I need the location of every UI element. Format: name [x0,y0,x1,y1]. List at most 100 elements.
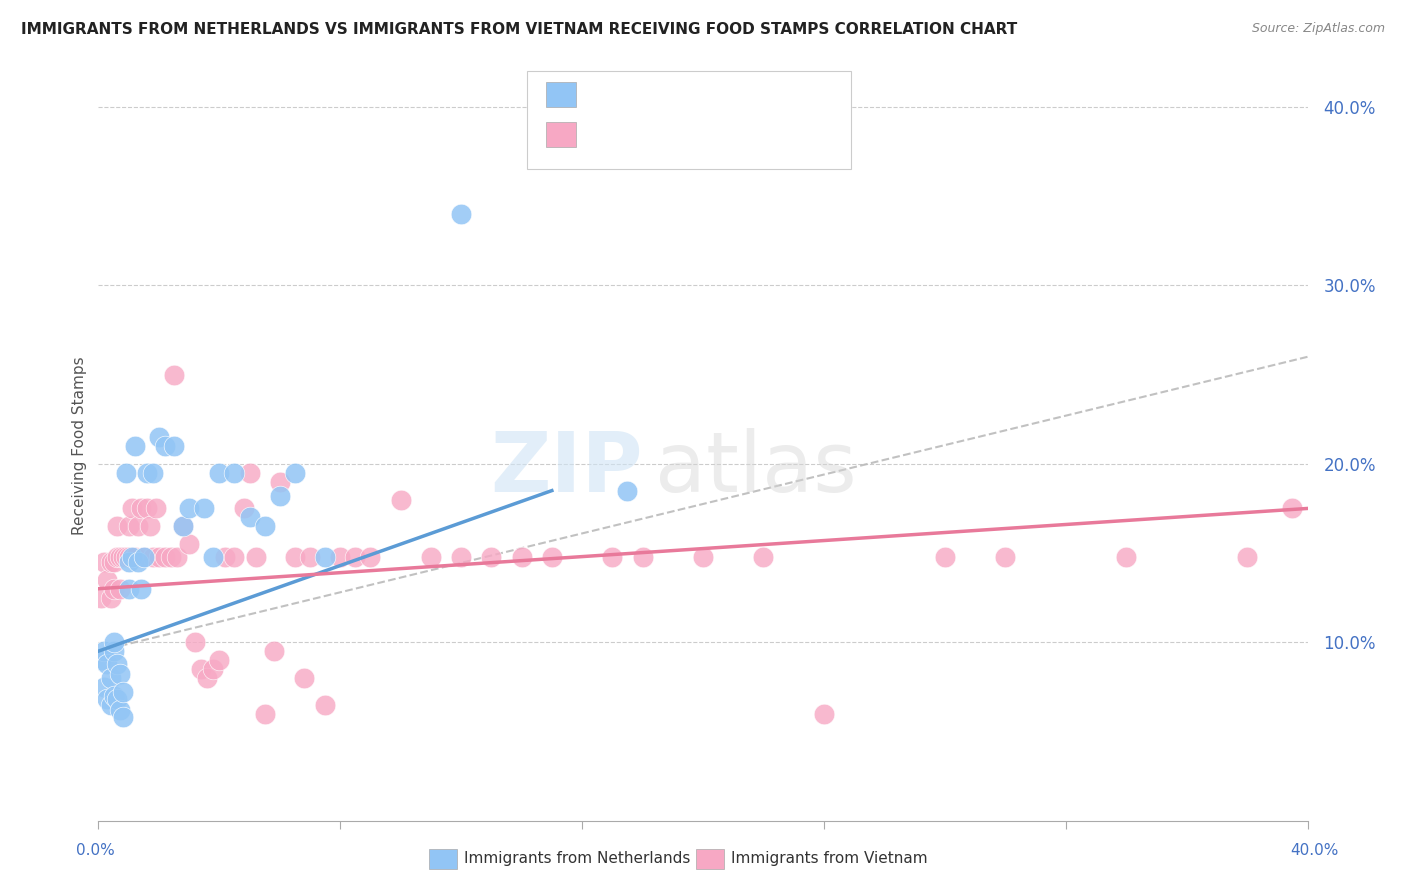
Point [142,466,165,480]
Point [96,573,118,587]
Point [239,466,262,480]
Point [224,466,246,480]
Point [139,519,162,533]
Point [163,368,186,382]
Point [263,644,285,658]
Point [124,549,146,564]
Point [148,549,170,564]
Point [93,680,115,694]
Point [142,549,165,564]
Point [100,555,122,569]
Point [163,439,186,453]
Point [934,549,956,564]
Point [269,489,291,503]
Point [111,685,134,699]
Point [118,519,141,533]
Point [103,644,125,658]
Point [160,549,183,564]
Point [153,549,176,564]
Point [100,591,122,605]
Point [111,710,134,724]
Text: 0.223: 0.223 [627,127,681,145]
Point [602,549,624,564]
Y-axis label: Receiving Food Stamps: Receiving Food Stamps [72,357,87,535]
Point [284,466,307,480]
Point [105,692,128,706]
Text: ZIP: ZIP [491,428,643,509]
Text: Source: ZipAtlas.com: Source: ZipAtlas.com [1251,22,1385,36]
Point [93,555,115,569]
Point [994,549,1017,564]
Point [692,549,714,564]
Point [103,635,125,649]
Point [202,549,225,564]
Point [108,549,131,564]
Point [314,698,336,712]
Point [184,635,207,649]
Point [540,549,562,564]
Point [153,439,176,453]
Point [481,549,503,564]
Text: 40.0%: 40.0% [1291,843,1339,858]
Point [344,549,367,564]
Point [90,591,112,605]
Point [118,582,141,596]
Point [111,549,134,564]
Point [193,501,215,516]
Point [166,549,188,564]
Point [1236,549,1258,564]
Text: 0.0%: 0.0% [76,843,115,858]
Point [100,698,122,712]
Point [1281,501,1303,516]
Text: 0.191: 0.191 [627,87,681,104]
Point [420,549,443,564]
Point [127,555,149,569]
Point [195,671,218,685]
Point [132,549,155,564]
Point [105,549,128,564]
Point [450,207,472,221]
Point [245,549,267,564]
Point [631,549,654,564]
Point [329,549,352,564]
Point [148,430,170,444]
Point [616,483,638,498]
Point [108,667,131,681]
Point [124,439,146,453]
Point [121,549,143,564]
Text: 67: 67 [742,127,765,145]
Point [132,549,155,564]
Point [813,706,835,721]
Text: R =: R = [585,87,621,104]
Point [103,555,125,569]
Text: 42: 42 [742,87,766,104]
Point [129,501,152,516]
Text: IMMIGRANTS FROM NETHERLANDS VS IMMIGRANTS FROM VIETNAM RECEIVING FOOD STAMPS COR: IMMIGRANTS FROM NETHERLANDS VS IMMIGRANT… [21,22,1018,37]
Point [172,519,194,533]
Point [360,549,382,564]
Point [190,662,212,676]
Point [108,582,131,596]
Point [135,466,157,480]
Point [90,653,112,667]
Point [239,510,262,524]
Point [103,582,125,596]
Point [118,549,141,564]
Point [129,582,152,596]
Point [96,692,118,706]
Point [127,519,149,533]
Point [314,549,336,564]
Point [105,519,128,533]
Point [1115,549,1137,564]
Point [172,519,194,533]
Point [752,549,775,564]
Point [145,501,167,516]
Point [100,671,122,685]
Point [121,501,143,516]
Point [179,537,201,551]
Point [208,653,231,667]
Text: Immigrants from Netherlands: Immigrants from Netherlands [464,851,690,865]
Point [510,549,533,564]
Point [232,501,254,516]
Text: Immigrants from Vietnam: Immigrants from Vietnam [731,851,928,865]
